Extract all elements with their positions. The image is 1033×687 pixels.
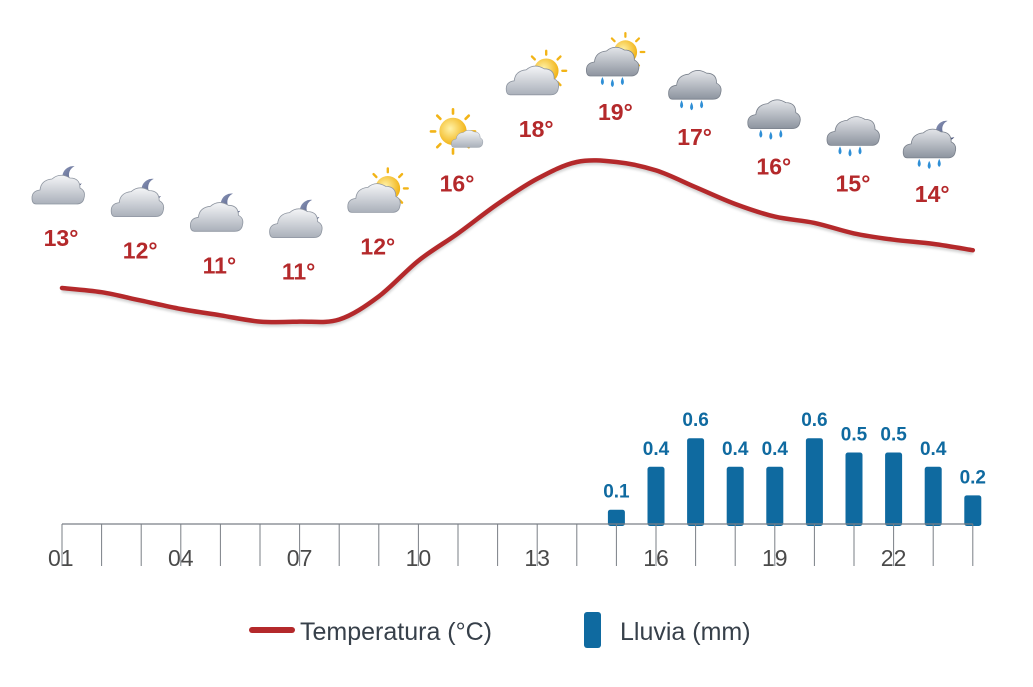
x-tick-label: 10 xyxy=(406,545,432,571)
night-cloudy-icon xyxy=(31,166,85,205)
x-tick-label: 07 xyxy=(287,545,313,571)
rain-data-label: 0.6 xyxy=(682,410,708,431)
temperature-data-label: 13° xyxy=(44,225,79,251)
rain-icon xyxy=(826,116,880,157)
legend-temperature-label: Temperatura (°C) xyxy=(300,618,492,646)
rain-bar xyxy=(687,438,705,526)
x-tick-label: 04 xyxy=(168,545,194,571)
temperature-data-label: 12° xyxy=(123,238,158,264)
night-rain-icon xyxy=(902,120,957,169)
x-tick-label: 22 xyxy=(881,545,907,571)
temperature-line-layer xyxy=(59,158,976,327)
x-tick-label: 01 xyxy=(48,545,74,571)
temperature-data-label: 11° xyxy=(203,252,237,278)
rain-bar xyxy=(845,452,863,526)
rain-bar xyxy=(766,466,784,526)
x-tick-label: 13 xyxy=(524,545,550,571)
night-cloudy-icon xyxy=(269,199,323,239)
temperature-data-label: 18° xyxy=(519,116,554,142)
rain-data-label: 0.4 xyxy=(920,439,947,460)
legend: Temperatura (°C) Lluvia (mm) xyxy=(249,612,751,648)
rain-bar xyxy=(726,466,744,526)
temperature-data-label: 15° xyxy=(836,170,871,196)
temperature-data-label: 16° xyxy=(756,154,791,180)
temperature-data-label: 12° xyxy=(360,233,395,259)
rain-bar xyxy=(805,438,823,526)
weather-icons-layer: 13° 12° 11° 11° 12° 16° 18° 19° 17° 16° 15° 14° xyxy=(31,31,957,285)
rain-icon xyxy=(668,70,722,111)
night-cloudy-icon xyxy=(189,193,244,232)
rain-data-label: 0.4 xyxy=(722,439,749,460)
rain-data-label: 0.5 xyxy=(880,425,907,446)
sun-rain-icon xyxy=(586,31,646,87)
night-cloudy-icon xyxy=(110,178,165,218)
rain-bars-layer: 0.1 0.4 0.6 0.4 0.4 0.6 0.5 0.5 0.4 0.2 xyxy=(603,410,986,526)
x-tick-label: 19 xyxy=(762,545,788,571)
partly-cloudy-icon xyxy=(505,49,568,96)
rain-data-label: 0.4 xyxy=(643,439,670,460)
rain-data-label: 0.4 xyxy=(762,439,789,460)
temperature-data-label: 19° xyxy=(598,99,633,125)
rain-bar xyxy=(924,466,942,526)
rain-data-label: 0.2 xyxy=(960,467,986,488)
rain-data-label: 0.6 xyxy=(801,410,827,431)
rain-bar xyxy=(964,495,982,526)
rain-data-label: 0.1 xyxy=(603,482,630,503)
rain-bar xyxy=(607,509,625,526)
mostly-sunny-icon xyxy=(429,108,484,155)
temperature-data-label: 16° xyxy=(440,170,475,196)
rain-bar xyxy=(647,466,665,526)
temperature-line xyxy=(59,158,976,325)
temperature-data-label: 14° xyxy=(915,181,950,207)
partly-cloudy-icon xyxy=(347,167,409,213)
rain-icon xyxy=(747,99,801,140)
rain-data-label: 0.5 xyxy=(841,425,868,446)
legend-rain-label: Lluvia (mm) xyxy=(620,618,751,646)
x-axis: 01 04 07 10 13 16 19 22 xyxy=(48,523,974,571)
temperature-data-label: 11° xyxy=(282,259,316,285)
legend-rain-swatch xyxy=(584,612,601,648)
rain-bar xyxy=(885,452,903,526)
x-tick-label: 16 xyxy=(643,545,669,571)
temperature-data-label: 17° xyxy=(677,124,712,150)
